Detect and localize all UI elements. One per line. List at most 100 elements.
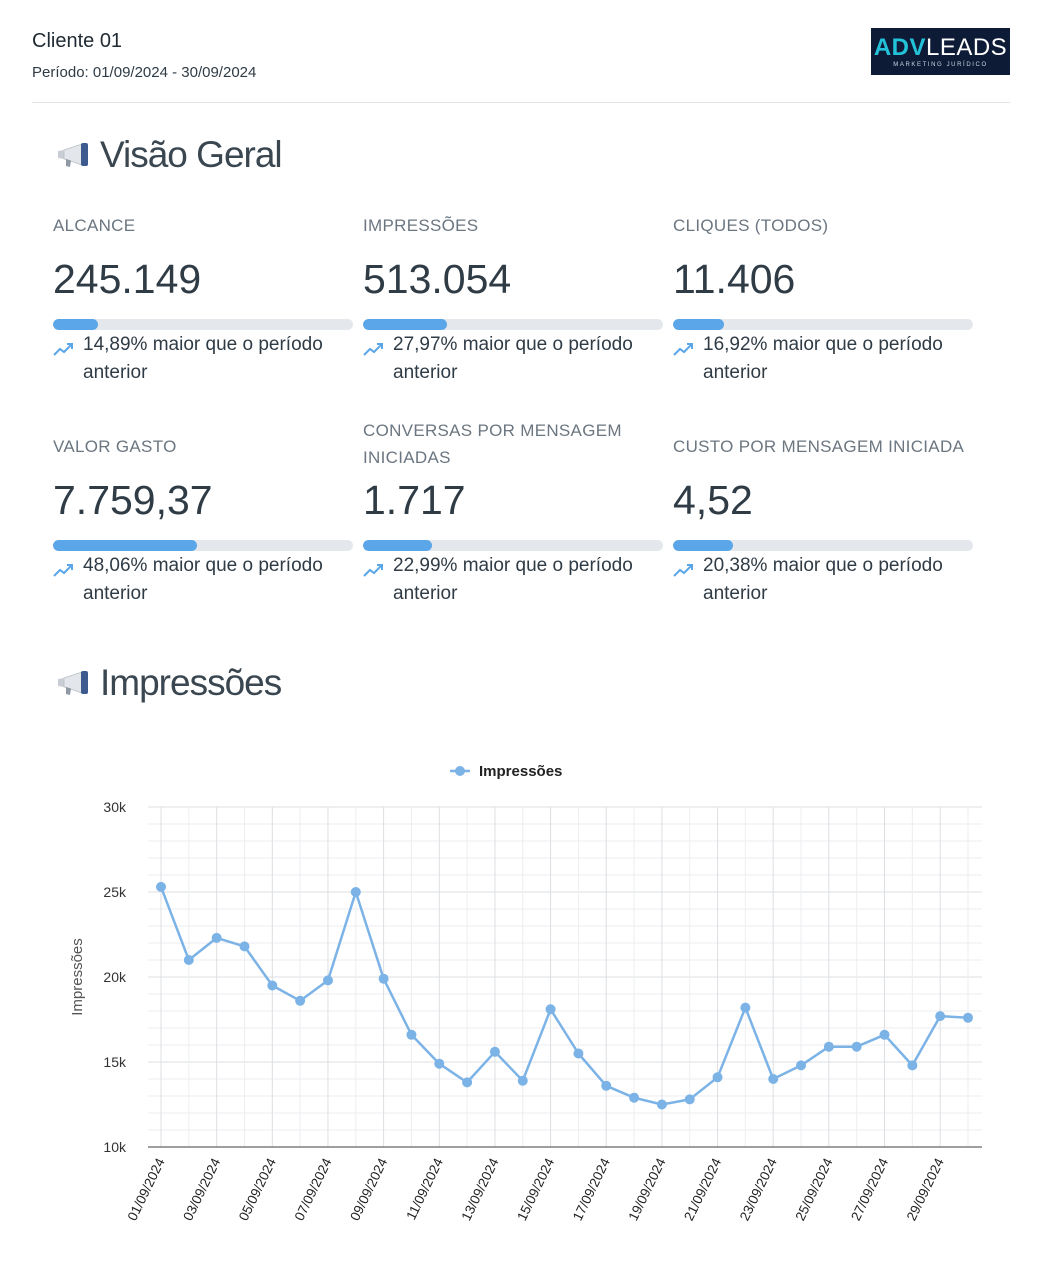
data-point xyxy=(684,1094,695,1105)
kpi-change-text: 16,92% maior que o período anterior xyxy=(703,334,943,383)
kpi-progress-fill xyxy=(673,540,733,551)
data-point xyxy=(573,1048,584,1059)
kpi-label: CLIQUES (TODOS) xyxy=(673,216,829,235)
data-point xyxy=(768,1074,779,1084)
data-point xyxy=(935,1011,946,1022)
data-point xyxy=(517,1075,528,1086)
impressions-line-chart: 10k 15k 20k 25k 30k Impressões 01/09/2024 03/09… xyxy=(69,763,982,1223)
data-point xyxy=(796,1060,807,1071)
kpi-progress-bar xyxy=(53,319,353,330)
x-tick-label: 13/09/2024 xyxy=(459,1155,502,1223)
trending-up-icon xyxy=(363,564,383,577)
kpi-change-text: 27,97% maior que o período anterior xyxy=(393,334,633,383)
y-tick-label: 30k xyxy=(103,799,127,815)
kpi-card: IMPRESSÕES 513.054 27,97% maior que o perí… xyxy=(363,212,663,412)
x-tick-label: 25/09/2024 xyxy=(792,1155,835,1223)
data-point xyxy=(434,1058,445,1069)
megaphone-icon xyxy=(58,143,88,167)
data-point xyxy=(295,995,306,1006)
x-tick-label: 27/09/2024 xyxy=(848,1155,891,1223)
kpi-label: CONVERSAS POR MENSAGEM INICIADAS xyxy=(363,421,622,467)
data-point xyxy=(740,1002,751,1013)
kpi-comparison: 22,99% maior que o período anterior xyxy=(363,552,663,608)
kpi-comparison: 20,38% maior que o período anterior xyxy=(673,552,973,608)
x-tick-label: 07/09/2024 xyxy=(292,1155,335,1223)
kpi-progress-bar xyxy=(363,540,663,551)
data-point xyxy=(656,1099,667,1110)
logo-text-adv: ADV xyxy=(873,33,926,61)
overview-section-title: Visão Geral xyxy=(56,134,283,176)
kpi-change-text: 20,38% maior que o período anterior xyxy=(703,555,943,604)
impressions-chart: 10k 15k 20k 25k 30k Impressões 01/09/2024 03/09… xyxy=(0,740,1042,1285)
kpi-card: CONVERSAS POR MENSAGEM INICIADAS 1.717 22,… xyxy=(363,417,663,617)
y-tick-label: 10k xyxy=(103,1139,127,1155)
kpi-change-text: 14,89% maior que o período anterior xyxy=(83,334,323,383)
data-point xyxy=(322,975,333,986)
x-tick-label: 23/09/2024 xyxy=(737,1155,780,1223)
report-period: Período: 01/09/2024 - 30/09/2024 xyxy=(32,64,257,81)
impressions-section-title: Impressões xyxy=(56,662,282,704)
data-point xyxy=(907,1060,918,1071)
kpi-comparison: 14,89% maior que o período anterior xyxy=(53,331,353,387)
kpi-card: VALOR GASTO 7.759,37 48,06% maior que o pe… xyxy=(53,417,353,617)
advleads-logo: ADVLEADS MARKETING JURÍDICO xyxy=(871,28,1010,75)
kpi-change-text: 48,06% maior que o período anterior xyxy=(83,555,323,604)
x-tick-label: 11/09/2024 xyxy=(403,1155,446,1222)
y-axis-label: Impressões xyxy=(69,938,86,1016)
x-tick-label: 15/09/2024 xyxy=(514,1155,557,1223)
x-tick-label: 05/09/2024 xyxy=(236,1155,279,1223)
kpi-value: 4,52 xyxy=(673,477,753,523)
data-point xyxy=(211,932,222,943)
data-point xyxy=(629,1092,640,1103)
kpi-progress-fill xyxy=(363,319,447,330)
kpi-value: 513.054 xyxy=(363,256,512,302)
data-point xyxy=(350,887,361,897)
logo-text-leads: LEADS xyxy=(925,33,1008,61)
data-point xyxy=(823,1041,834,1052)
legend-label: Impressões xyxy=(479,763,562,780)
data-point xyxy=(406,1029,417,1040)
impressions-title: Impressões xyxy=(100,662,282,703)
x-tick-label: 17/09/2024 xyxy=(570,1155,613,1223)
data-point xyxy=(879,1029,890,1040)
kpi-value: 11.406 xyxy=(673,256,796,302)
kpi-label: IMPRESSÕES xyxy=(363,216,479,235)
kpi-comparison: 48,06% maior que o período anterior xyxy=(53,552,353,608)
data-point xyxy=(963,1012,973,1023)
kpi-value: 245.149 xyxy=(53,256,202,302)
kpi-progress-fill xyxy=(53,540,197,551)
data-point xyxy=(489,1046,500,1057)
trending-up-icon xyxy=(363,343,383,356)
trending-up-icon xyxy=(673,343,693,356)
x-tick-label: 29/09/2024 xyxy=(904,1155,947,1223)
logo-subtitle: MARKETING JURÍDICO xyxy=(893,61,988,68)
kpi-progress-fill xyxy=(673,319,724,330)
kpi-progress-bar xyxy=(673,540,973,551)
trending-up-icon xyxy=(53,343,73,356)
x-tick-label: 01/09/2024 xyxy=(125,1155,168,1223)
kpi-card: CUSTO POR MENSAGEM INICIADA 4,52 20,38% ma… xyxy=(673,417,973,617)
kpi-value: 7.759,37 xyxy=(53,477,213,523)
kpi-progress-fill xyxy=(363,540,432,551)
data-point xyxy=(545,1004,556,1015)
data-point xyxy=(851,1041,862,1052)
x-tick-label: 03/09/2024 xyxy=(180,1155,223,1223)
kpi-comparison: 27,97% maior que o período anterior xyxy=(363,331,663,387)
data-point xyxy=(239,941,250,952)
data-point xyxy=(462,1077,473,1088)
kpi-value: 1.717 xyxy=(363,477,466,523)
client-name: Cliente 01 xyxy=(32,30,123,52)
kpi-label: CUSTO POR MENSAGEM INICIADA xyxy=(673,437,965,456)
data-point xyxy=(601,1080,612,1091)
kpi-card: ALCANCE 245.149 14,89% maior que o período… xyxy=(53,212,353,412)
y-tick-label: 20k xyxy=(103,969,127,985)
kpi-progress-fill xyxy=(53,319,98,330)
y-tick-label: 25k xyxy=(103,884,127,900)
report-header: Cliente 01 Período: 01/09/2024 - 30/09/2… xyxy=(32,28,1010,103)
trending-up-icon xyxy=(673,564,693,577)
kpi-label: VALOR GASTO xyxy=(53,437,177,456)
data-point xyxy=(183,955,194,965)
data-point xyxy=(267,980,278,991)
kpi-change-text: 22,99% maior que o período anterior xyxy=(393,555,633,604)
trending-up-icon xyxy=(53,564,73,577)
